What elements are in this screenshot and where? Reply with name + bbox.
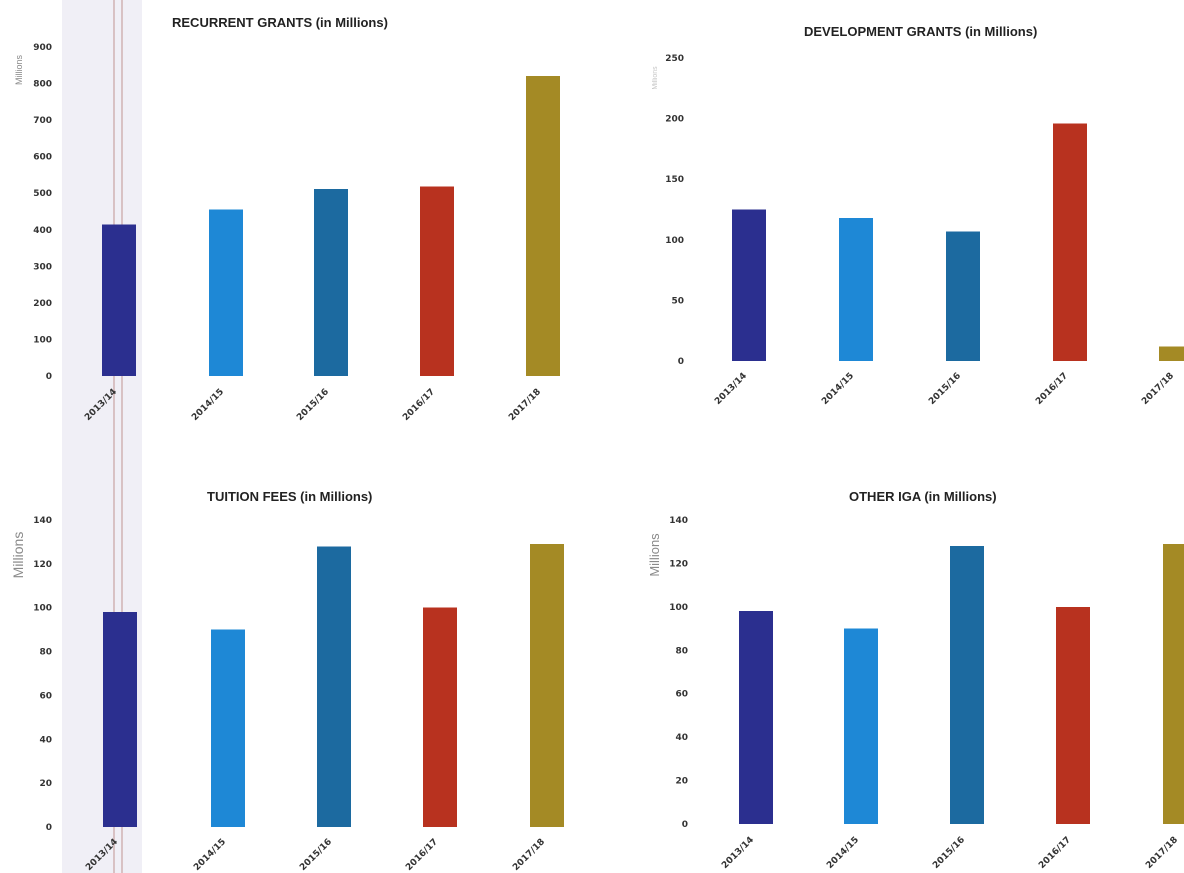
x-tick-label: 2013/14 xyxy=(713,371,749,407)
y-tick-label: 150 xyxy=(665,175,684,185)
x-tick-label: 2013/14 xyxy=(720,835,756,871)
x-tick-label: 2016/17 xyxy=(401,387,437,423)
y-tick-label: 400 xyxy=(33,226,52,236)
y-tick-label: 60 xyxy=(675,690,688,700)
x-tick-label: 2014/15 xyxy=(190,387,226,423)
bar-2013-14 xyxy=(732,209,766,361)
bar-2016-17 xyxy=(1053,123,1087,361)
bar-2017-18 xyxy=(1163,543,1184,824)
bar-2015-16 xyxy=(950,546,984,824)
y-axis-label: Millions xyxy=(652,66,659,90)
x-tick-label: 2017/18 xyxy=(507,387,543,423)
x-tick-label: 2014/15 xyxy=(192,837,228,873)
bar-2013-14 xyxy=(102,224,136,376)
bar-2015-16 xyxy=(314,188,348,376)
chart-title: TUITION FEES (in Millions) xyxy=(207,489,372,504)
y-tick-label: 200 xyxy=(665,115,684,125)
x-tick-label: 2015/16 xyxy=(298,837,334,873)
chart-title: OTHER IGA (in Millions) xyxy=(849,489,997,504)
y-tick-label: 0 xyxy=(46,372,52,382)
y-axis-label: Millions xyxy=(14,55,24,86)
y-tick-label: 0 xyxy=(682,820,688,830)
y-axis-label: Millions xyxy=(647,533,662,577)
y-tick-label: 20 xyxy=(39,779,52,789)
y-tick-label: 50 xyxy=(671,296,684,306)
bar-2016-17 xyxy=(423,607,457,827)
bar-2014-15 xyxy=(211,629,245,827)
y-tick-label: 100 xyxy=(665,236,684,246)
x-tick-label: 2016/17 xyxy=(1037,835,1073,871)
x-tick-label: 2017/18 xyxy=(1144,835,1180,871)
x-tick-label: 2016/17 xyxy=(404,837,440,873)
bar-2016-17 xyxy=(1056,606,1090,824)
y-tick-label: 200 xyxy=(33,299,52,309)
y-tick-label: 250 xyxy=(665,54,684,64)
y-tick-label: 120 xyxy=(33,560,52,570)
x-tick-label: 2015/16 xyxy=(295,387,331,423)
y-tick-label: 120 xyxy=(669,559,688,569)
y-tick-label: 300 xyxy=(33,262,52,272)
x-tick-label: 2017/18 xyxy=(1140,371,1176,407)
chart-title: RECURRENT GRANTS (in Millions) xyxy=(172,15,388,30)
bar-2017-18 xyxy=(530,544,564,827)
bar-2014-15 xyxy=(844,628,878,824)
bar-2017-18 xyxy=(1159,346,1184,361)
y-tick-label: 100 xyxy=(33,335,52,345)
y-tick-label: 20 xyxy=(675,777,688,787)
bar-2015-16 xyxy=(317,546,351,827)
bar-2015-16 xyxy=(946,231,980,361)
y-tick-label: 80 xyxy=(39,648,52,658)
y-tick-label: 100 xyxy=(669,603,688,613)
recurrent-grants-chart: RECURRENT GRANTS (in Millions) Millions … xyxy=(14,15,560,423)
y-tick-label: 900 xyxy=(33,43,52,53)
y-tick-label: 500 xyxy=(33,189,52,199)
y-axis-label: Millions xyxy=(10,532,26,579)
y-tick-label: 100 xyxy=(33,604,52,614)
y-tick-label: 40 xyxy=(39,735,52,745)
x-tick-label: 2014/15 xyxy=(820,371,856,407)
chart-title: DEVELOPMENT GRANTS (in Millions) xyxy=(804,24,1037,39)
bar-2017-18 xyxy=(526,76,560,376)
bar-2016-17 xyxy=(420,186,454,376)
y-tick-label: 600 xyxy=(33,153,52,163)
x-tick-label: 2014/15 xyxy=(825,835,861,871)
y-tick-label: 40 xyxy=(675,733,688,743)
y-tick-label: 700 xyxy=(33,116,52,126)
bar-2013-14 xyxy=(103,612,137,827)
y-tick-label: 0 xyxy=(46,823,52,833)
x-tick-label: 2017/18 xyxy=(511,837,547,873)
y-tick-label: 140 xyxy=(33,516,52,526)
y-tick-label: 800 xyxy=(33,80,52,90)
bar-2014-15 xyxy=(209,209,243,376)
x-tick-label: 2015/16 xyxy=(931,835,967,871)
development-grants-chart: DEVELOPMENT GRANTS (in Millions) Million… xyxy=(652,24,1184,407)
x-tick-label: 2016/17 xyxy=(1034,371,1070,407)
y-tick-label: 60 xyxy=(39,691,52,701)
y-tick-label: 0 xyxy=(678,357,684,367)
x-tick-label: 2015/16 xyxy=(927,371,963,407)
other-iga-chart: OTHER IGA (in Millions) Millions 0 20 40 60… xyxy=(647,489,1184,871)
y-tick-label: 140 xyxy=(669,516,688,526)
bar-2014-15 xyxy=(839,217,873,361)
bar-2013-14 xyxy=(739,611,773,824)
y-tick-label: 80 xyxy=(675,646,688,656)
